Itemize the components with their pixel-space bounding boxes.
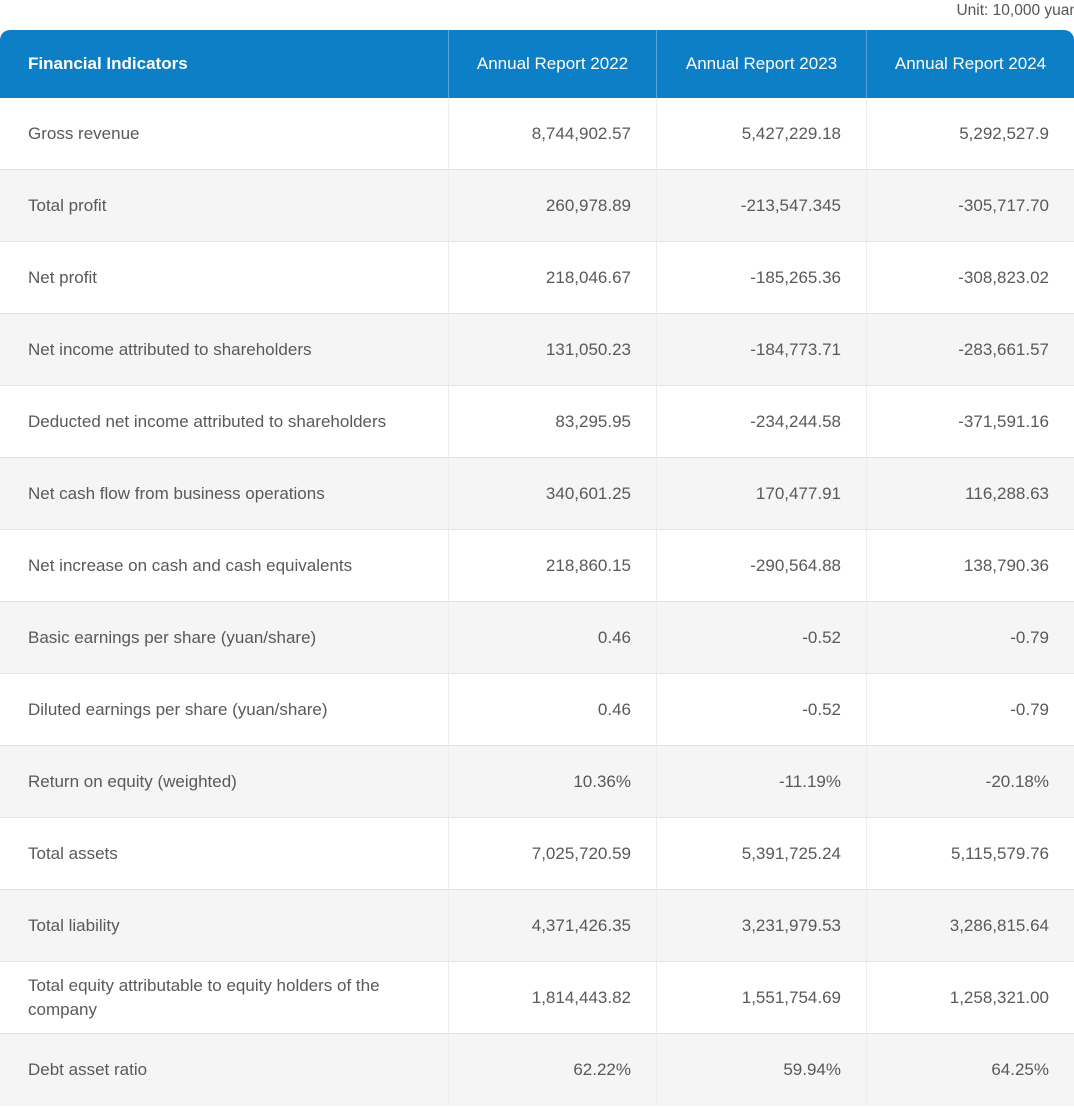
value-cell-2024: 5,292,527.9 [866,98,1074,169]
value-cell-2022: 1,814,443.82 [448,962,656,1033]
value-cell-2022: 218,046.67 [448,242,656,313]
table-row: Total assets 7,025,720.59 5,391,725.24 5… [0,818,1074,890]
table-row: Return on equity (weighted) 10.36% -11.1… [0,746,1074,818]
table-row: Gross revenue 8,744,902.57 5,427,229.18 … [0,98,1074,170]
value-cell-2024: 138,790.36 [866,530,1074,601]
indicator-cell: Diluted earnings per share (yuan/share) [28,699,328,719]
table-row: Basic earnings per share (yuan/share) 0.… [0,602,1074,674]
value-cell-2024: -308,823.02 [866,242,1074,313]
value-cell-2022: 10.36% [448,746,656,817]
indicator-cell: Net income attributed to shareholders [28,339,312,359]
indicator-cell: Total equity attributable to equity hold… [28,975,380,1019]
value-cell-2023: 3,231,979.53 [656,890,866,961]
value-cell-2022: 131,050.23 [448,314,656,385]
value-cell-2023: 170,477.91 [656,458,866,529]
value-cell-2023: -11.19% [656,746,866,817]
value-cell-2022: 260,978.89 [448,170,656,241]
value-cell-2022: 8,744,902.57 [448,98,656,169]
header-cell-annual-report-2022: Annual Report 2022 [448,30,656,98]
table-body: Gross revenue 8,744,902.57 5,427,229.18 … [0,98,1074,1106]
table-row: Total equity attributable to equity hold… [0,962,1074,1034]
indicator-cell: Basic earnings per share (yuan/share) [28,627,317,647]
indicator-cell: Net profit [28,267,97,287]
indicator-cell: Deducted net income attributed to shareh… [28,411,387,431]
value-cell-2023: 5,391,725.24 [656,818,866,889]
header-cell-annual-report-2023: Annual Report 2023 [656,30,866,98]
indicator-cell: Total profit [28,195,107,215]
table-row: Total profit 260,978.89 -213,547.345 -30… [0,170,1074,242]
table-row: Diluted earnings per share (yuan/share) … [0,674,1074,746]
value-cell-2023: -184,773.71 [656,314,866,385]
value-cell-2023: -185,265.36 [656,242,866,313]
value-cell-2024: -371,591.16 [866,386,1074,457]
value-cell-2022: 4,371,426.35 [448,890,656,961]
header-cell-annual-report-2024: Annual Report 2024 [866,30,1074,98]
value-cell-2023: -290,564.88 [656,530,866,601]
table-row: Debt asset ratio 62.22% 59.94% 64.25% [0,1034,1074,1106]
value-cell-2023: -0.52 [656,674,866,745]
value-cell-2023: -213,547.345 [656,170,866,241]
indicator-cell: Return on equity (weighted) [28,771,237,791]
table-row: Total liability 4,371,426.35 3,231,979.5… [0,890,1074,962]
value-cell-2022: 218,860.15 [448,530,656,601]
financial-indicators-table: Financial Indicators Annual Report 2022 … [0,30,1074,1106]
indicator-cell: Net cash flow from business operations [28,483,325,503]
value-cell-2024: -305,717.70 [866,170,1074,241]
value-cell-2023: 59.94% [656,1034,866,1106]
indicator-cell: Total liability [28,915,120,935]
value-cell-2023: -0.52 [656,602,866,673]
table-row: Net income attributed to shareholders 13… [0,314,1074,386]
header-cell-financial-indicators: Financial Indicators [28,54,188,73]
value-cell-2022: 62.22% [448,1034,656,1106]
table-row: Net cash flow from business operations 3… [0,458,1074,530]
indicator-cell: Net increase on cash and cash equivalent… [28,555,353,575]
value-cell-2023: -234,244.58 [656,386,866,457]
value-cell-2024: -20.18% [866,746,1074,817]
value-cell-2024: 3,286,815.64 [866,890,1074,961]
value-cell-2022: 7,025,720.59 [448,818,656,889]
value-cell-2022: 83,295.95 [448,386,656,457]
value-cell-2023: 1,551,754.69 [656,962,866,1033]
value-cell-2024: -0.79 [866,674,1074,745]
unit-strip: Unit: 10,000 yuan [0,0,1074,30]
value-cell-2024: 64.25% [866,1034,1074,1106]
value-cell-2024: 116,288.63 [866,458,1074,529]
value-cell-2022: 0.46 [448,674,656,745]
value-cell-2024: -0.79 [866,602,1074,673]
table-row: Net profit 218,046.67 -185,265.36 -308,8… [0,242,1074,314]
table-row: Net increase on cash and cash equivalent… [0,530,1074,602]
value-cell-2022: 0.46 [448,602,656,673]
indicator-cell: Gross revenue [28,123,140,143]
table-row: Deducted net income attributed to shareh… [0,386,1074,458]
table-header-row: Financial Indicators Annual Report 2022 … [0,30,1074,98]
unit-note: Unit: 10,000 yuan [956,2,1074,19]
value-cell-2023: 5,427,229.18 [656,98,866,169]
value-cell-2024: 5,115,579.76 [866,818,1074,889]
value-cell-2024: -283,661.57 [866,314,1074,385]
value-cell-2022: 340,601.25 [448,458,656,529]
indicator-cell: Debt asset ratio [28,1060,148,1079]
value-cell-2024: 1,258,321.00 [866,962,1074,1033]
indicator-cell: Total assets [28,843,118,863]
